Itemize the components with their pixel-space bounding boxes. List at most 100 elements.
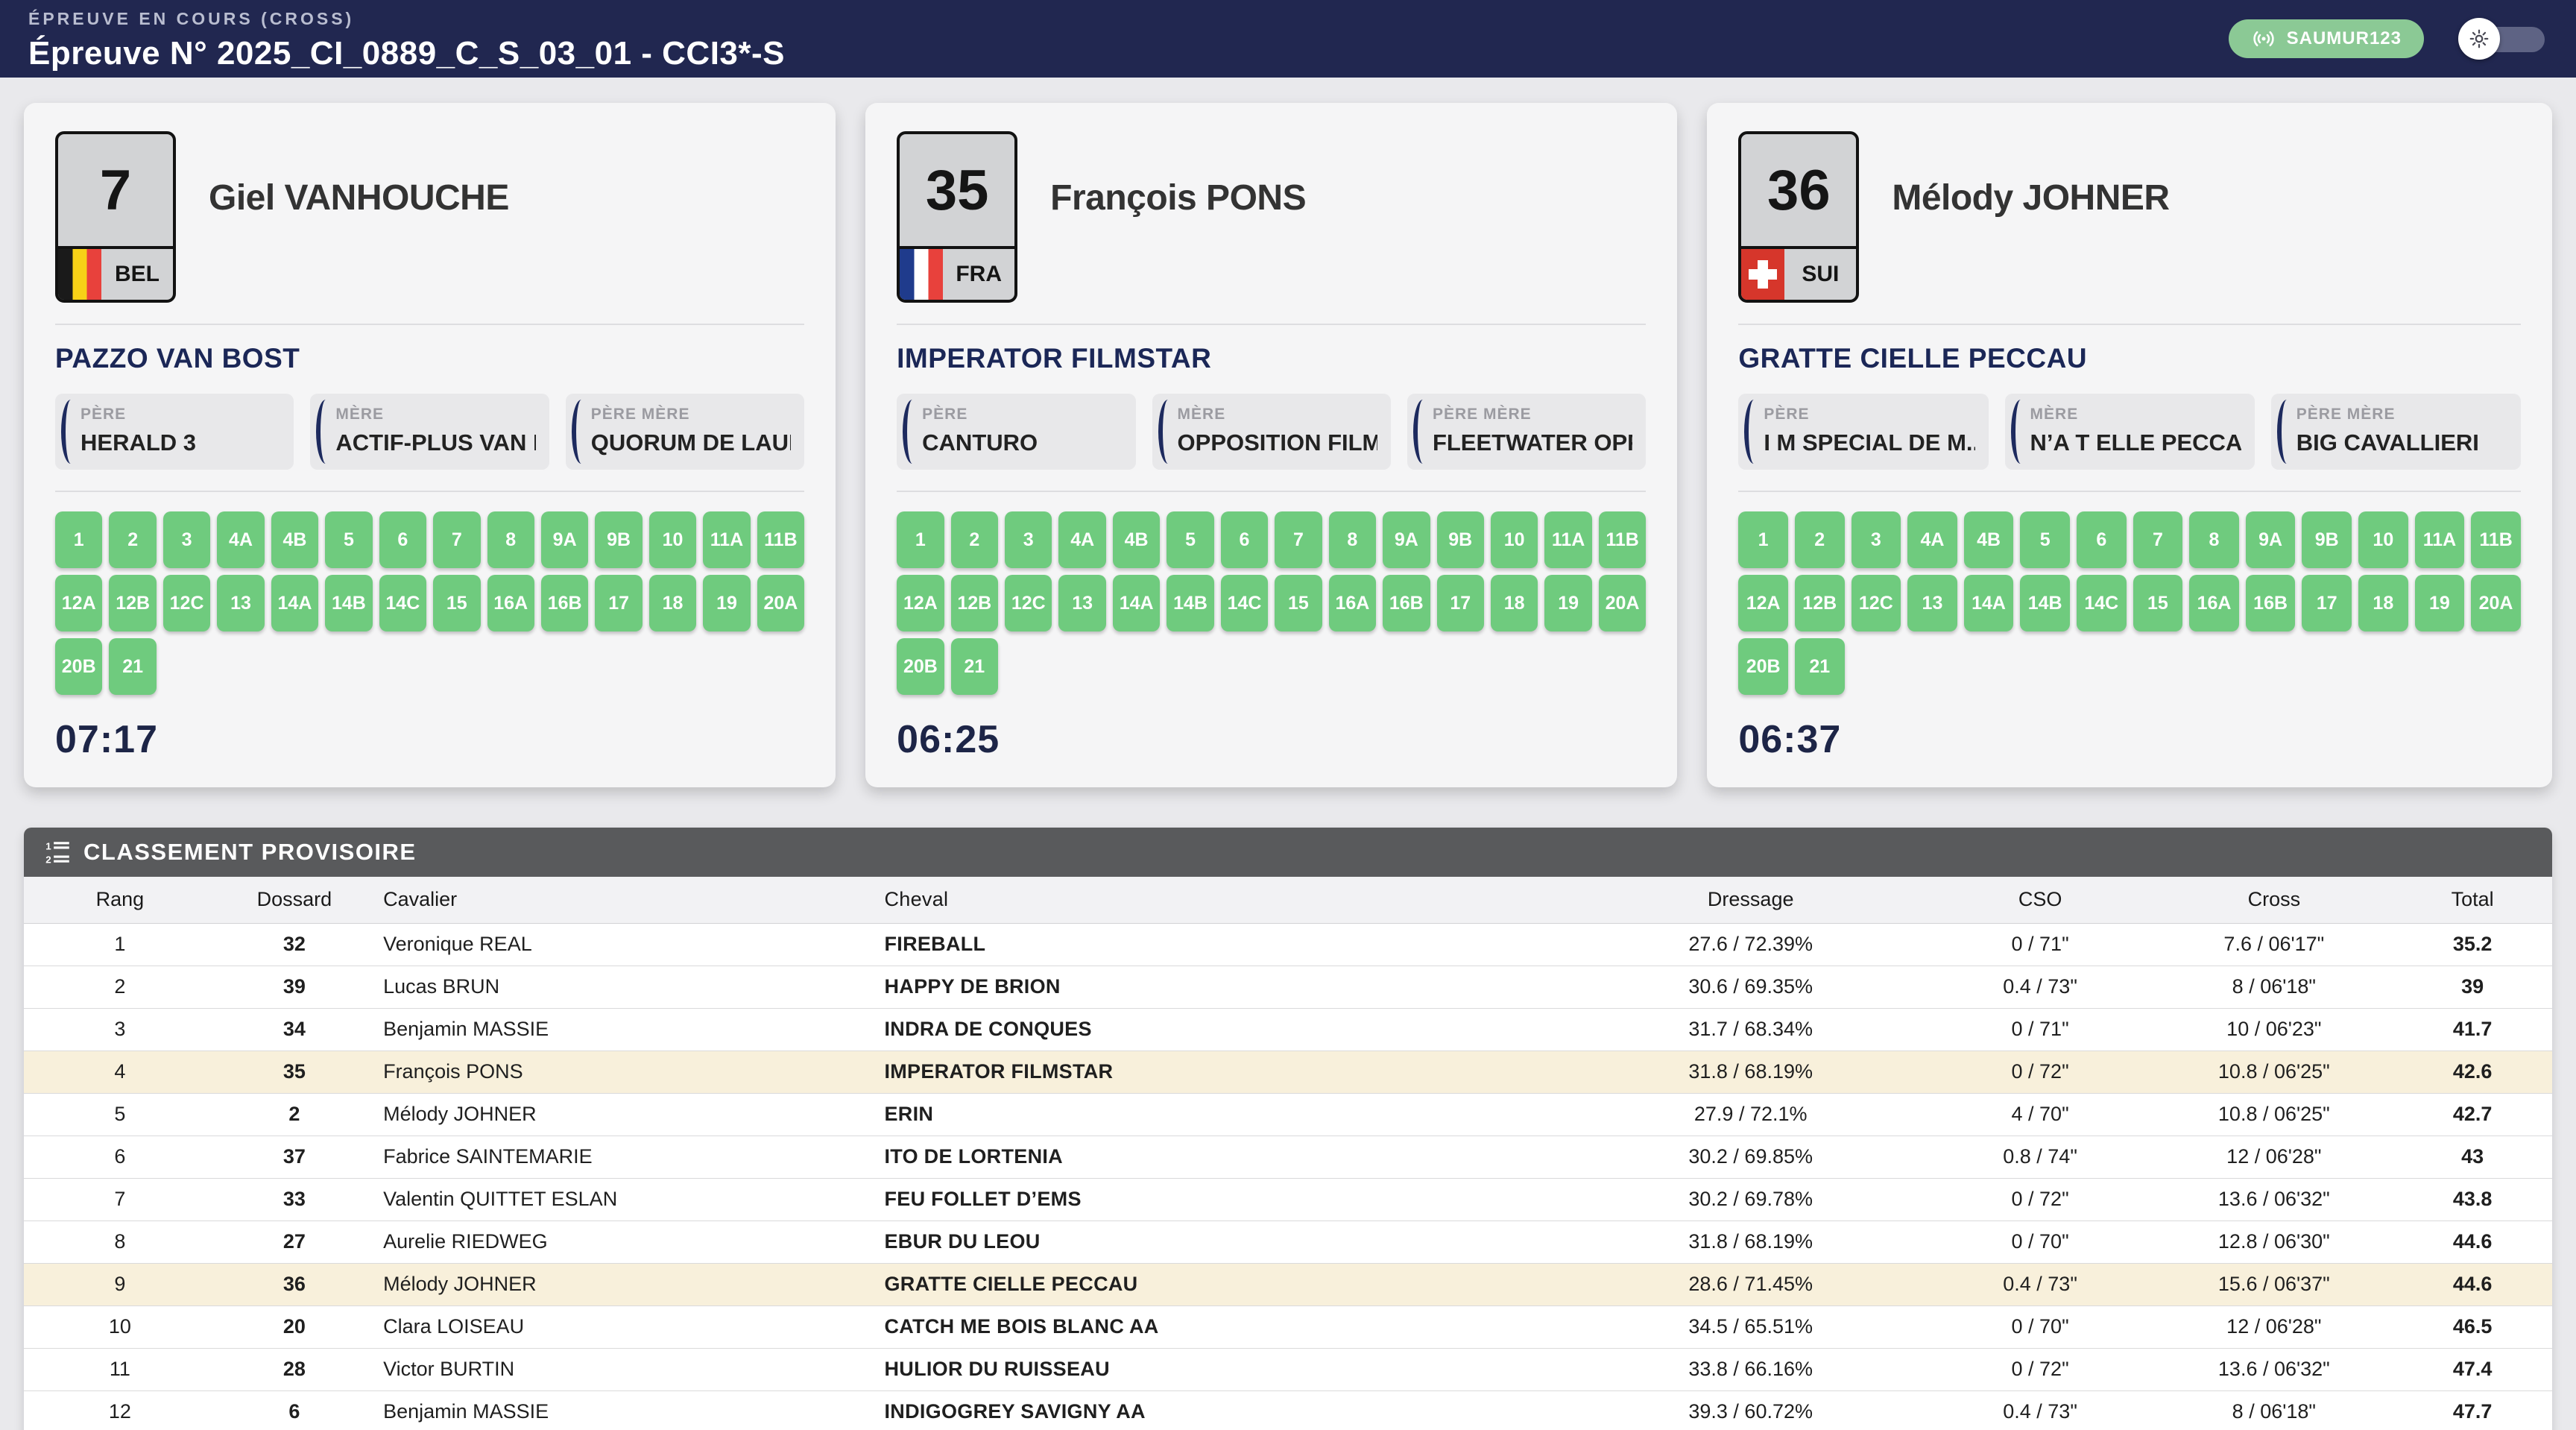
fence-button[interactable]: 20A xyxy=(1598,575,1647,631)
fence-button[interactable]: 16B xyxy=(2245,575,2296,631)
fence-button[interactable]: 9B xyxy=(2302,511,2352,568)
fence-button[interactable]: 4A xyxy=(1907,511,1957,568)
pedigree-value: CANTURO xyxy=(922,429,1038,456)
fence-button[interactable]: 14A xyxy=(271,575,319,631)
fence-button[interactable]: 14B xyxy=(325,575,373,631)
fence-button[interactable]: 12C xyxy=(1005,575,1052,631)
fence-button[interactable]: 13 xyxy=(217,575,265,631)
fence-button[interactable]: 14B xyxy=(2020,575,2070,631)
fence-button[interactable]: 12B xyxy=(1794,575,1845,631)
rider-name: Mélody JOHNER xyxy=(1892,178,2170,218)
fence-button[interactable]: 19 xyxy=(1544,575,1592,631)
fence-button[interactable]: 10 xyxy=(1490,511,1538,568)
fence-button[interactable]: 12C xyxy=(1851,575,1901,631)
fence-button[interactable]: 21 xyxy=(1794,638,1845,695)
fence-button[interactable]: 4B xyxy=(271,511,319,568)
fence-button[interactable]: 20B xyxy=(1738,638,1788,695)
fence-button[interactable]: 9B xyxy=(1436,511,1484,568)
fence-button[interactable]: 10 xyxy=(648,511,697,568)
fence-button[interactable]: 16B xyxy=(1383,575,1430,631)
pedigree-chip: PÈRE CANTURO xyxy=(897,394,1136,470)
fence-button[interactable]: 17 xyxy=(2302,575,2352,631)
table-row: 10 20 Clara LOISEAU CATCH ME BOIS BLANC AA 3… xyxy=(24,1305,2552,1349)
fence-button[interactable]: 15 xyxy=(2133,575,2183,631)
fence-button[interactable]: 9A xyxy=(1383,511,1430,568)
fence-button[interactable]: 17 xyxy=(1436,575,1484,631)
fence-button[interactable]: 4B xyxy=(1963,511,2014,568)
fence-button[interactable]: 18 xyxy=(1490,575,1538,631)
fence-button[interactable]: 5 xyxy=(325,511,373,568)
fence-button[interactable]: 18 xyxy=(648,575,697,631)
fence-button[interactable]: 1 xyxy=(897,511,944,568)
fence-button[interactable]: 12A xyxy=(1738,575,1788,631)
fence-button[interactable]: 3 xyxy=(1851,511,1901,568)
fence-button[interactable]: 20B xyxy=(897,638,944,695)
fence-button[interactable]: 16A xyxy=(1328,575,1377,631)
fence-button[interactable]: 2 xyxy=(109,511,157,568)
fence-button[interactable]: 6 xyxy=(2076,511,2127,568)
fence-button[interactable]: 14B xyxy=(1167,575,1214,631)
fence-button[interactable]: 10 xyxy=(2358,511,2408,568)
fence-button[interactable]: 14A xyxy=(1963,575,2014,631)
theme-toggle[interactable] xyxy=(2458,18,2548,60)
fence-button[interactable]: 8 xyxy=(1328,511,1377,568)
fence-button[interactable]: 16B xyxy=(540,575,589,631)
cell-total: 44.6 xyxy=(2393,1220,2552,1264)
fence-button[interactable]: 11A xyxy=(703,511,751,568)
fence-button[interactable]: 1 xyxy=(1738,511,1788,568)
fence-button[interactable]: 9B xyxy=(595,511,643,568)
fence-button[interactable]: 14A xyxy=(1112,575,1161,631)
fence-button[interactable]: 15 xyxy=(433,575,481,631)
fence-button[interactable]: 6 xyxy=(379,511,427,568)
fence-button[interactable]: 12B xyxy=(950,575,999,631)
pedigree-label: PÈRE MÈRE xyxy=(590,406,690,423)
fence-button[interactable]: 12A xyxy=(897,575,944,631)
fence-button[interactable]: 2 xyxy=(950,511,999,568)
fence-button[interactable]: 19 xyxy=(2414,575,2465,631)
fence-button[interactable]: 5 xyxy=(2020,511,2070,568)
fence-button[interactable]: 7 xyxy=(1275,511,1322,568)
live-channel-badge[interactable]: SAUMUR123 xyxy=(2228,19,2424,58)
fence-button[interactable]: 12B xyxy=(109,575,157,631)
cell-dressage: 31.8 / 68.19% xyxy=(1576,1220,1925,1264)
fence-button[interactable]: 9A xyxy=(2245,511,2296,568)
fence-button[interactable]: 7 xyxy=(2133,511,2183,568)
fence-button[interactable]: 2 xyxy=(1794,511,1845,568)
fence-button[interactable]: 7 xyxy=(433,511,481,568)
fence-button[interactable]: 20A xyxy=(2471,575,2521,631)
fence-button[interactable]: 16A xyxy=(487,575,534,631)
fence-button[interactable]: 12C xyxy=(162,575,211,631)
fence-button[interactable]: 16A xyxy=(2189,575,2239,631)
fence-button[interactable]: 20A xyxy=(757,575,805,631)
fence-button[interactable]: 8 xyxy=(2189,511,2239,568)
fence-button[interactable]: 3 xyxy=(1005,511,1052,568)
fence-button[interactable]: 3 xyxy=(162,511,211,568)
cell-dressage: 30.2 / 69.78% xyxy=(1576,1178,1925,1221)
fence-button[interactable]: 4A xyxy=(1058,511,1106,568)
fence-button[interactable]: 21 xyxy=(950,638,999,695)
fence-button[interactable]: 11B xyxy=(1598,511,1647,568)
fence-button[interactable]: 11A xyxy=(2414,511,2465,568)
fence-button[interactable]: 15 xyxy=(1275,575,1322,631)
fence-button[interactable]: 18 xyxy=(2358,575,2408,631)
fence-button[interactable]: 14C xyxy=(379,575,427,631)
fence-button[interactable]: 4A xyxy=(217,511,265,568)
fence-button[interactable]: 4B xyxy=(1112,511,1161,568)
fence-button[interactable]: 11A xyxy=(1544,511,1592,568)
fence-button[interactable]: 17 xyxy=(595,575,643,631)
fence-button[interactable]: 13 xyxy=(1907,575,1957,631)
fence-button[interactable]: 20B xyxy=(55,638,103,695)
fence-button[interactable]: 19 xyxy=(703,575,751,631)
fence-button[interactable]: 21 xyxy=(109,638,157,695)
fence-button[interactable]: 13 xyxy=(1058,575,1106,631)
fence-button[interactable]: 1 xyxy=(55,511,103,568)
fence-button[interactable]: 12A xyxy=(55,575,103,631)
fence-button[interactable]: 5 xyxy=(1167,511,1214,568)
fence-button[interactable]: 6 xyxy=(1220,511,1269,568)
fence-button[interactable]: 14C xyxy=(1220,575,1269,631)
fence-button[interactable]: 14C xyxy=(2076,575,2127,631)
fence-button[interactable]: 8 xyxy=(487,511,534,568)
fence-button[interactable]: 9A xyxy=(540,511,589,568)
fence-button[interactable]: 11B xyxy=(757,511,805,568)
fence-button[interactable]: 11B xyxy=(2471,511,2521,568)
